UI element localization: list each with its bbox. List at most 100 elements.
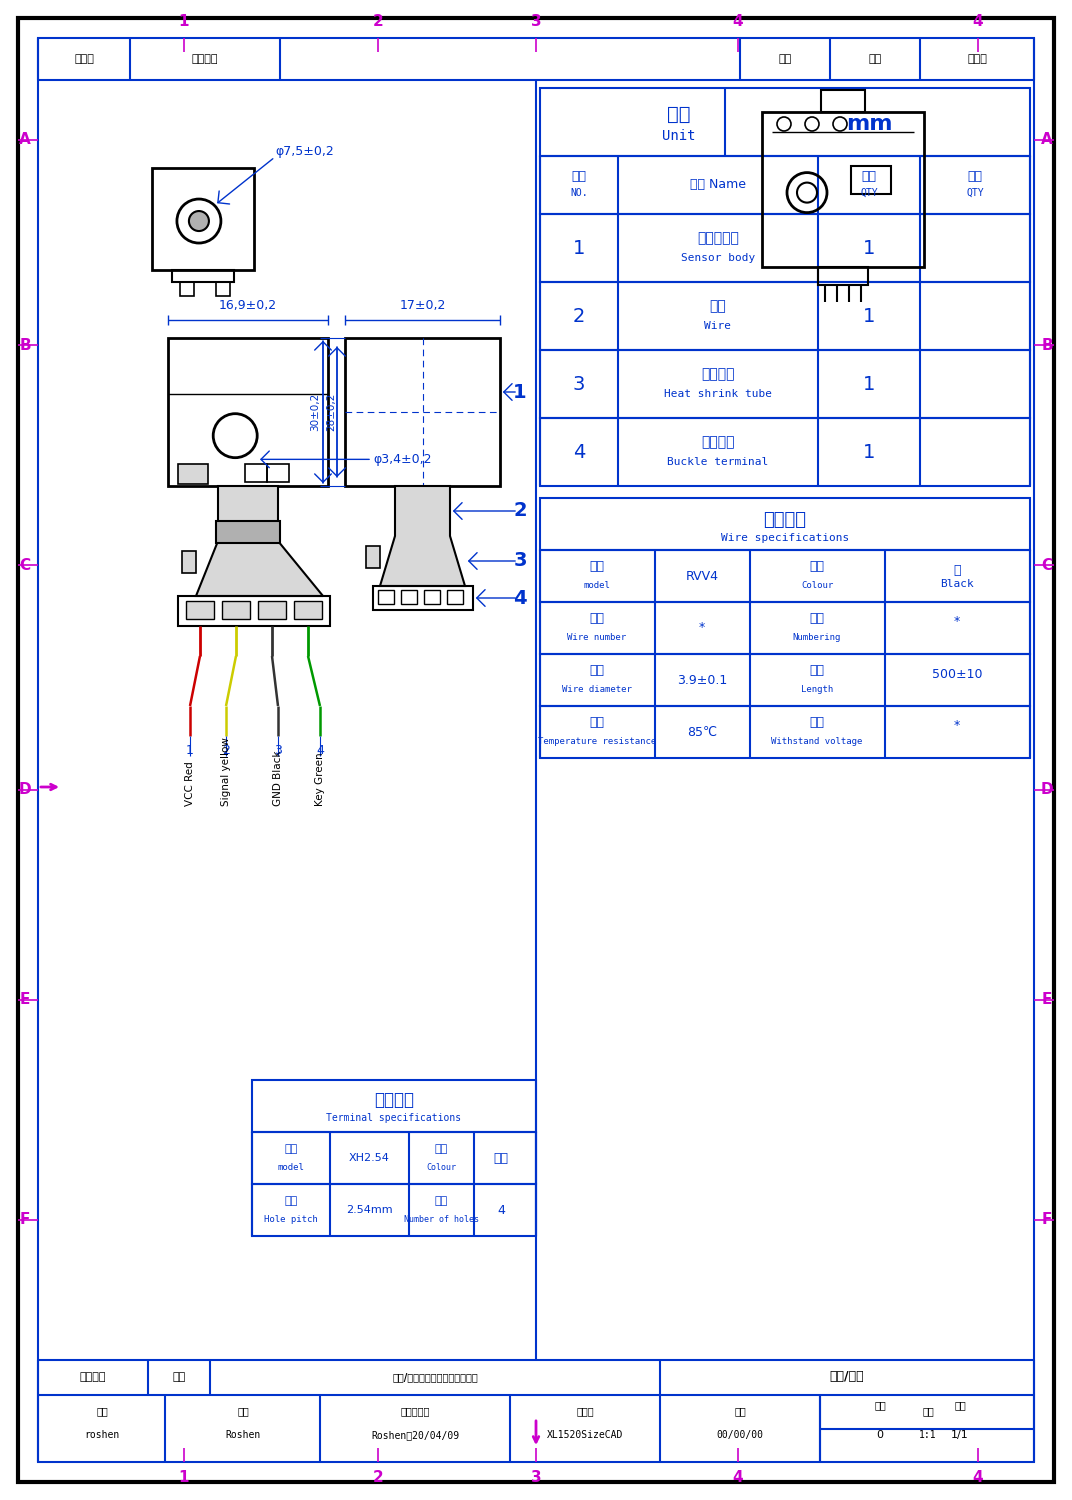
Text: 0: 0 xyxy=(877,1430,883,1440)
Text: 3.9±0.1: 3.9±0.1 xyxy=(676,674,727,687)
Text: 1:1: 1:1 xyxy=(919,1430,937,1440)
Bar xyxy=(252,1080,536,1132)
Text: 4: 4 xyxy=(732,1470,743,1485)
Text: A: A xyxy=(1041,132,1053,147)
Text: 30±0,2: 30±0,2 xyxy=(310,393,321,430)
Bar xyxy=(244,464,267,482)
Text: Length: Length xyxy=(801,684,833,693)
Text: C: C xyxy=(1041,558,1053,573)
Bar xyxy=(540,282,1030,350)
Text: 数量: 数量 xyxy=(173,1372,185,1382)
Text: 颜色: 颜色 xyxy=(809,561,824,573)
Text: 参订号: 参订号 xyxy=(74,54,94,64)
Text: 3: 3 xyxy=(513,552,526,570)
Bar xyxy=(540,156,1030,214)
Text: 2: 2 xyxy=(373,15,384,30)
Text: 审计: 审计 xyxy=(96,1406,108,1416)
Bar xyxy=(172,270,234,282)
Bar xyxy=(401,590,417,604)
Text: QTY: QTY xyxy=(966,188,984,198)
Text: 17±0,2: 17±0,2 xyxy=(399,300,446,312)
Text: 名称 Name: 名称 Name xyxy=(690,178,746,192)
Text: 4: 4 xyxy=(316,744,324,756)
Text: 耐温: 耐温 xyxy=(590,717,605,729)
Text: XH2.54: XH2.54 xyxy=(348,1154,389,1162)
Text: 传感器主体: 传感器主体 xyxy=(697,231,739,244)
Text: mm: mm xyxy=(846,114,892,134)
Text: Withstand voltage: Withstand voltage xyxy=(772,736,863,746)
Text: 28±0,2: 28±0,2 xyxy=(326,393,336,430)
Text: 1: 1 xyxy=(187,744,194,756)
Text: Hole pitch: Hole pitch xyxy=(264,1215,318,1224)
Circle shape xyxy=(189,211,209,231)
Text: RVV4: RVV4 xyxy=(685,570,718,582)
Bar xyxy=(168,338,328,486)
Text: roshen: roshen xyxy=(85,1430,120,1440)
Text: 编号: 编号 xyxy=(809,612,824,626)
Text: 孔数: 孔数 xyxy=(434,1196,448,1206)
Text: 4: 4 xyxy=(732,15,743,30)
Bar xyxy=(182,550,196,573)
Bar xyxy=(540,550,1030,602)
Text: 图纸: 图纸 xyxy=(954,1400,966,1410)
Text: XL1520SizeCAD: XL1520SizeCAD xyxy=(547,1430,623,1440)
Text: VCC Red: VCC Red xyxy=(185,762,195,806)
Bar xyxy=(267,464,289,482)
Text: 参更项目: 参更项目 xyxy=(79,1372,106,1382)
Bar xyxy=(818,267,868,285)
Bar xyxy=(425,590,440,604)
Bar xyxy=(540,88,1030,156)
Text: Colour: Colour xyxy=(426,1162,456,1172)
Text: 版本: 版本 xyxy=(874,1400,885,1410)
Text: E: E xyxy=(1042,993,1053,1008)
Text: 比例: 比例 xyxy=(922,1406,934,1416)
Text: 3: 3 xyxy=(531,15,541,30)
Bar xyxy=(180,282,194,296)
Text: 1: 1 xyxy=(513,382,526,402)
Bar xyxy=(215,282,230,296)
Text: 2: 2 xyxy=(572,306,585,326)
Text: *: * xyxy=(954,720,961,732)
Bar xyxy=(378,590,394,604)
Text: 备注: 备注 xyxy=(968,171,983,183)
Bar xyxy=(215,520,280,543)
Bar xyxy=(345,338,500,486)
Text: 4: 4 xyxy=(972,15,983,30)
Text: 颜色: 颜色 xyxy=(434,1144,448,1154)
Bar xyxy=(294,602,322,619)
Text: Wire: Wire xyxy=(704,321,731,332)
Text: 4: 4 xyxy=(572,442,585,462)
Text: *: * xyxy=(699,621,705,634)
Text: model: model xyxy=(278,1162,304,1172)
Text: φ7,5±0,2: φ7,5±0,2 xyxy=(276,146,333,159)
Text: 型号: 型号 xyxy=(590,561,605,573)
Bar xyxy=(540,419,1030,486)
Text: 3: 3 xyxy=(572,375,585,393)
Text: 线材规格: 线材规格 xyxy=(763,512,806,530)
Text: B: B xyxy=(19,338,31,352)
Text: 管账－日期: 管账－日期 xyxy=(400,1406,430,1416)
Text: 批材: 批材 xyxy=(237,1406,249,1416)
Text: 端子规格: 端子规格 xyxy=(374,1090,414,1108)
Text: 已批对: 已批对 xyxy=(967,54,987,64)
Text: Black: Black xyxy=(940,579,973,590)
Text: 4: 4 xyxy=(972,1470,983,1485)
Bar xyxy=(540,654,1030,706)
Text: Unit: Unit xyxy=(662,129,696,142)
Text: F: F xyxy=(1042,1212,1053,1227)
Bar xyxy=(540,602,1030,654)
Text: E: E xyxy=(19,993,30,1008)
Text: 线材: 线材 xyxy=(710,298,727,314)
Text: 1: 1 xyxy=(863,306,875,326)
Text: 1: 1 xyxy=(179,15,190,30)
Text: 单位: 单位 xyxy=(667,105,690,123)
Text: Wire diameter: Wire diameter xyxy=(562,684,631,693)
Text: Wire number: Wire number xyxy=(567,633,626,642)
Text: 500±10: 500±10 xyxy=(932,668,982,681)
Text: 白色: 白色 xyxy=(493,1152,508,1164)
Bar xyxy=(178,596,330,626)
Text: 型号: 型号 xyxy=(284,1144,298,1154)
Text: 日期: 日期 xyxy=(734,1406,746,1416)
Text: model: model xyxy=(583,580,610,590)
Text: Numbering: Numbering xyxy=(793,633,842,642)
